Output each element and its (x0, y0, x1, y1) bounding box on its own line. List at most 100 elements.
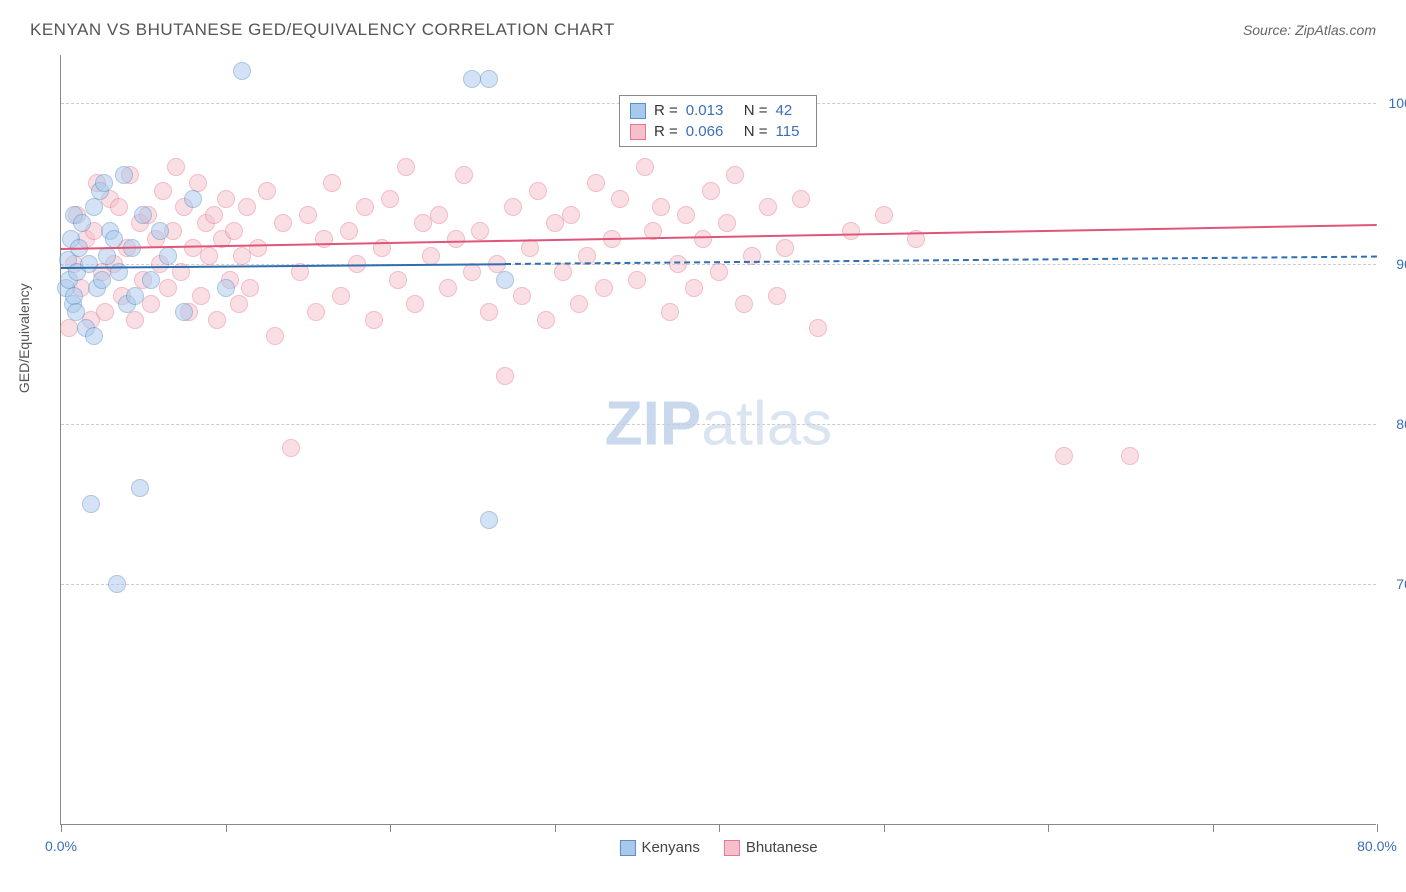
data-point (776, 239, 794, 257)
data-point (365, 311, 383, 329)
data-point (93, 271, 111, 289)
data-point (225, 222, 243, 240)
x-tick-mark (884, 824, 885, 832)
legend-swatch (630, 103, 646, 119)
x-tick-label: 0.0% (45, 838, 77, 854)
data-point (175, 303, 193, 321)
data-point (694, 230, 712, 248)
legend-label: Kenyans (641, 839, 699, 856)
stat-n-value: 115 (776, 123, 806, 140)
data-point (154, 182, 172, 200)
stat-label: N = (744, 102, 768, 119)
data-point (105, 230, 123, 248)
data-point (134, 206, 152, 224)
data-point (159, 247, 177, 265)
data-point (480, 70, 498, 88)
stats-row: R = 0.066 N = 115 (630, 121, 806, 142)
data-point (529, 182, 547, 200)
data-point (356, 198, 374, 216)
data-point (726, 166, 744, 184)
x-tick-mark (1377, 824, 1378, 832)
data-point (513, 287, 531, 305)
data-point (95, 174, 113, 192)
stat-label: N = (744, 123, 768, 140)
chart-container: GED/Equivalency ZIPatlas 70.0%80.0%90.0%… (48, 55, 1376, 825)
data-point (340, 222, 358, 240)
data-point (200, 247, 218, 265)
data-point (315, 230, 333, 248)
data-point (110, 198, 128, 216)
data-point (217, 279, 235, 297)
stat-r-value: 0.066 (686, 123, 736, 140)
data-point (768, 287, 786, 305)
data-point (809, 319, 827, 337)
data-point (233, 62, 251, 80)
data-point (611, 190, 629, 208)
data-point (82, 495, 100, 513)
legend-item: Bhutanese (724, 839, 818, 856)
data-point (842, 222, 860, 240)
y-tick-label: 90.0% (1382, 256, 1406, 272)
data-point (422, 247, 440, 265)
data-point (595, 279, 613, 297)
data-point (274, 214, 292, 232)
stat-label: R = (654, 102, 678, 119)
chart-header: KENYAN VS BHUTANESE GED/EQUIVALENCY CORR… (0, 0, 1406, 50)
data-point (159, 279, 177, 297)
data-point (208, 311, 226, 329)
data-point (504, 198, 522, 216)
x-tick-mark (390, 824, 391, 832)
stat-n-value: 42 (776, 102, 806, 119)
data-point (389, 271, 407, 289)
data-point (562, 206, 580, 224)
data-point (249, 239, 267, 257)
x-tick-label: 80.0% (1357, 838, 1397, 854)
stat-label: R = (654, 123, 678, 140)
data-point (115, 166, 133, 184)
data-point (735, 295, 753, 313)
data-point (636, 158, 654, 176)
data-point (192, 287, 210, 305)
data-point (652, 198, 670, 216)
legend-swatch (619, 840, 635, 856)
data-point (439, 279, 457, 297)
stats-row: R = 0.013 N = 42 (630, 100, 806, 121)
data-point (1121, 447, 1139, 465)
legend-label: Bhutanese (746, 839, 818, 856)
data-point (406, 295, 424, 313)
y-tick-label: 80.0% (1382, 416, 1406, 432)
data-point (299, 206, 317, 224)
data-point (332, 287, 350, 305)
data-point (108, 575, 126, 593)
x-tick-mark (1213, 824, 1214, 832)
data-point (471, 222, 489, 240)
data-point (85, 327, 103, 345)
data-point (307, 303, 325, 321)
data-point (67, 303, 85, 321)
data-point (110, 263, 128, 281)
data-point (217, 190, 235, 208)
data-point (702, 182, 720, 200)
data-point (661, 303, 679, 321)
legend-item: Kenyans (619, 839, 699, 856)
data-point (430, 206, 448, 224)
stat-r-value: 0.013 (686, 102, 736, 119)
x-tick-mark (555, 824, 556, 832)
data-point (554, 263, 572, 281)
data-point (875, 206, 893, 224)
data-point (546, 214, 564, 232)
legend: Kenyans Bhutanese (619, 839, 817, 856)
plot-area: ZIPatlas 70.0%80.0%90.0%100.0%0.0%80.0%R… (60, 55, 1376, 825)
data-point (792, 190, 810, 208)
data-point (447, 230, 465, 248)
data-point (266, 327, 284, 345)
data-point (480, 511, 498, 529)
legend-swatch (630, 124, 646, 140)
gridline (61, 424, 1376, 425)
data-point (73, 214, 91, 232)
data-point (205, 206, 223, 224)
data-point (258, 182, 276, 200)
data-point (710, 263, 728, 281)
x-tick-mark (1048, 824, 1049, 832)
chart-title: KENYAN VS BHUTANESE GED/EQUIVALENCY CORR… (30, 20, 615, 40)
